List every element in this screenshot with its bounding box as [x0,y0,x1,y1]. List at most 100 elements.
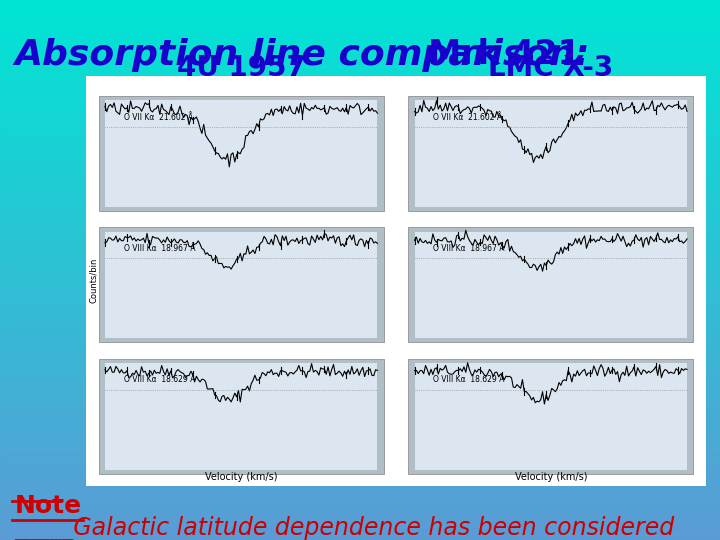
Bar [0,402,720,405]
Bar [0,437,720,440]
Bar [0,440,720,443]
Bar [0,297,720,300]
Bar [0,432,720,435]
Bar [0,219,720,221]
Bar [0,467,720,470]
Bar [0,208,720,211]
Bar [0,475,720,478]
Bar [0,302,720,305]
Bar [0,11,720,14]
Bar [0,81,720,84]
Bar [0,132,720,135]
Bar [0,265,720,267]
Bar [0,154,720,157]
Bar [0,321,720,324]
Bar [0,397,720,400]
Bar [0,184,720,186]
Bar [0,429,720,432]
Bar [0,346,720,348]
Bar [0,202,720,205]
Bar [0,181,720,184]
Bar [0,151,720,154]
Bar [0,57,720,59]
Bar [0,464,720,467]
Bar [0,364,720,367]
Bar [0,537,720,540]
Text: O VIII Kα  18.967 Å: O VIII Kα 18.967 Å [433,244,505,253]
Bar [0,173,720,176]
Bar [0,24,720,27]
Bar [0,405,720,408]
Bar [0,389,720,392]
Bar [0,443,720,445]
Bar [0,521,720,524]
Bar [0,221,720,224]
Bar [0,14,720,16]
Bar [0,227,720,229]
Bar [0,459,720,462]
Bar [0,130,720,132]
Bar [0,189,720,192]
Text: O VII Kα  21.602 Å: O VII Kα 21.602 Å [124,112,193,122]
Bar [0,313,720,316]
Bar [0,286,720,289]
Bar [0,254,720,256]
Bar [415,232,687,338]
Bar [0,230,720,232]
Bar [0,135,720,138]
Bar [0,327,720,329]
Bar [0,370,720,373]
Bar [0,289,720,292]
Bar [0,213,720,216]
Bar [0,478,720,481]
Bar [0,435,720,437]
Text: Velocity (km/s): Velocity (km/s) [515,472,587,482]
Bar [0,508,720,510]
Bar [0,256,720,259]
Bar [0,394,720,397]
Bar [0,294,720,297]
Bar [0,216,720,219]
Text: LMC X-3: LMC X-3 [488,53,613,82]
Bar [0,178,720,181]
Bar [0,305,720,308]
Text: O VII Kα  21.602 Å: O VII Kα 21.602 Å [433,112,503,122]
Bar [0,124,720,127]
Bar [0,497,720,500]
Bar [0,448,720,451]
Bar [0,240,720,243]
Text: O VIII Kα  18.629 Å: O VIII Kα 18.629 Å [433,375,505,384]
Text: Note: Note [14,494,81,518]
Bar [0,359,720,362]
Bar [0,513,720,516]
Bar [0,410,720,413]
Bar [415,100,687,207]
Bar [0,243,720,246]
Bar [408,359,693,474]
Bar [0,116,720,119]
Bar [0,16,720,19]
Text: 4U 1957: 4U 1957 [177,53,305,82]
Bar [0,375,720,378]
Bar [0,186,720,189]
Bar [105,232,377,338]
Bar [0,238,720,240]
Bar [0,148,720,151]
Bar [0,176,720,178]
Bar [0,78,720,81]
Bar [0,65,720,68]
Bar [0,446,720,448]
Bar [0,100,720,103]
Bar [0,232,720,235]
Bar [0,251,720,254]
Bar [0,383,720,386]
Bar [0,378,720,381]
Bar [0,73,720,76]
Bar [0,489,720,491]
Bar [0,54,720,57]
Bar [0,159,720,162]
Bar [0,516,720,518]
Bar [0,46,720,49]
Bar [0,59,720,62]
Bar [0,351,720,354]
